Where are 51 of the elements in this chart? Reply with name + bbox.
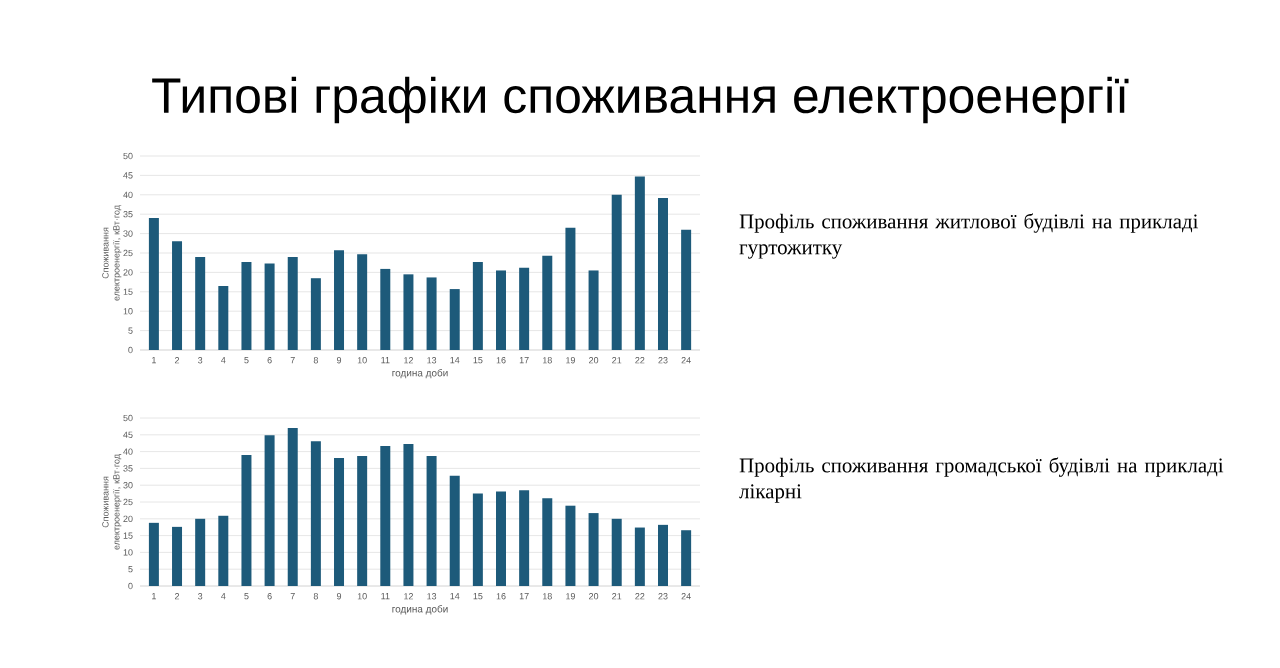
chart-title: Типові графіки споживання електроенергії [152, 76, 1129, 124]
bar [357, 254, 368, 350]
bar [241, 454, 252, 586]
bar [681, 530, 692, 586]
bar [496, 491, 506, 586]
bar [542, 255, 553, 350]
bar [287, 256, 298, 350]
bar [634, 527, 645, 586]
bar [380, 268, 391, 350]
bar [426, 277, 437, 350]
bar [657, 197, 668, 350]
bar [496, 270, 506, 350]
bar [565, 227, 576, 350]
bar [403, 274, 414, 350]
bar [426, 455, 437, 586]
bar [334, 250, 345, 350]
bar [241, 261, 252, 350]
text: Профіль споживання житлової будівлі на прикладі гуртожитку [739, 213, 1199, 259]
text: Профіль споживання громадської будівлі на прикладі лікарні [739, 457, 1224, 503]
bar [148, 218, 159, 350]
bar [472, 261, 483, 350]
bar [172, 526, 183, 586]
bar [657, 524, 668, 586]
bar [172, 241, 183, 350]
bar [542, 498, 553, 586]
bar [264, 435, 275, 586]
bar [218, 515, 229, 586]
bar [357, 455, 368, 586]
bar [449, 289, 460, 350]
bar [681, 229, 692, 350]
bar [310, 278, 321, 350]
bar [588, 270, 599, 350]
bar [588, 513, 599, 586]
bar [218, 285, 229, 350]
bar [264, 263, 275, 350]
bar [195, 518, 206, 586]
bar [611, 194, 622, 350]
bar [287, 428, 298, 586]
bar [403, 443, 414, 586]
bar [565, 505, 576, 586]
bar [634, 176, 645, 350]
bar [334, 457, 345, 586]
bar [472, 493, 483, 586]
bar [449, 475, 460, 586]
bar [310, 441, 321, 586]
bar [519, 267, 530, 350]
bar [195, 256, 206, 350]
bar [611, 518, 622, 586]
bar [519, 490, 530, 586]
bar [380, 445, 391, 586]
bar [148, 522, 159, 586]
